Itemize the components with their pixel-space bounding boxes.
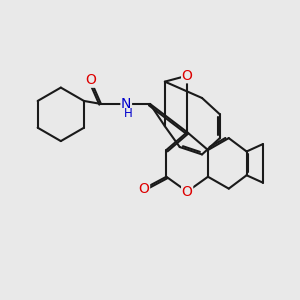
Text: O: O xyxy=(182,69,193,83)
Text: H: H xyxy=(124,107,133,120)
Text: O: O xyxy=(85,73,96,87)
Text: O: O xyxy=(182,184,193,199)
Text: N: N xyxy=(121,97,131,111)
Text: O: O xyxy=(139,182,149,196)
